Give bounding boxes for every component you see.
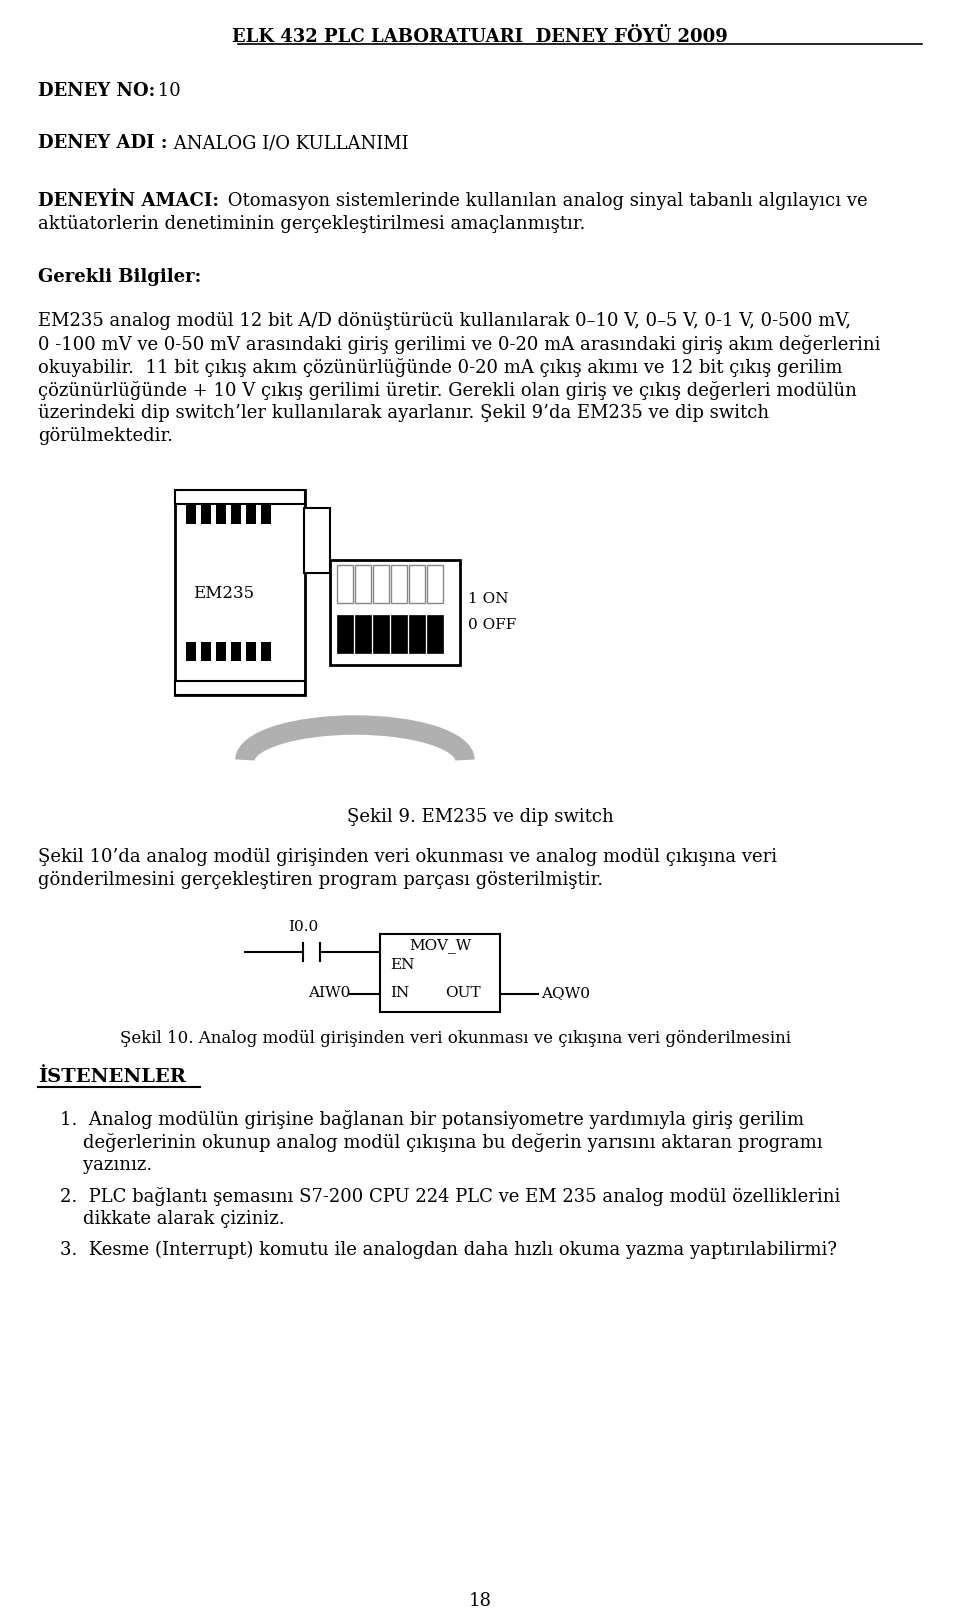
Bar [355,615,371,652]
Text: Şekil 9. EM235 ve dip switch: Şekil 9. EM235 ve dip switch [347,808,613,826]
Text: 1.  Analog modülün girişine bağlanan bir potansiyometre yardımıyla giriş gerilim: 1. Analog modülün girişine bağlanan bir … [60,1111,804,1128]
Bar [427,565,443,602]
Text: değerlerinin okunup analog modül çıkışına bu değerin yarısını aktaran programı: değerlerinin okunup analog modül çıkışın… [60,1133,823,1153]
Text: EM235: EM235 [193,584,254,602]
Bar [373,615,389,652]
Text: Şekil 10. Analog modül girişinden veri okunması ve çıkışına veri gönderilmesini: Şekil 10. Analog modül girişinden veri o… [120,1030,791,1047]
Bar [216,643,226,661]
Text: MOV_W: MOV_W [409,937,471,954]
Bar [337,615,353,652]
Text: 3.  Kesme (Interrupt) komutu ile analogdan daha hızlı okuma yazma yaptırılabilir: 3. Kesme (Interrupt) komutu ile analogda… [60,1242,837,1260]
Bar [355,565,371,602]
Text: DENEY NO:: DENEY NO: [38,83,156,100]
Bar [409,565,425,602]
Text: EN: EN [390,958,415,971]
Bar [216,505,226,525]
Text: DENEY ADI :: DENEY ADI : [38,134,167,152]
Bar [201,505,211,525]
Text: ANALOG I/O KULLANIMI: ANALOG I/O KULLANIMI [168,134,409,152]
Text: 18: 18 [468,1591,492,1609]
Text: çözünürlüğünde + 10 V çıkış gerilimi üretir. Gerekli olan giriş ve çıkış değerle: çözünürlüğünde + 10 V çıkış gerilimi üre… [38,380,857,400]
Text: 2.  PLC bağlantı şemasını S7-200 CPU 224 PLC ve EM 235 analog modül özelliklerin: 2. PLC bağlantı şemasını S7-200 CPU 224 … [60,1187,840,1206]
Text: İSTENENLER: İSTENENLER [38,1069,186,1086]
Text: ELK 432 PLC LABORATUARI  DENEY FÖYÜ 2009: ELK 432 PLC LABORATUARI DENEY FÖYÜ 2009 [232,28,728,45]
Text: AQW0: AQW0 [541,986,590,1001]
Text: Şekil 10’da analog modül girişinden veri okunması ve analog modül çıkışına veri: Şekil 10’da analog modül girişinden veri… [38,848,778,866]
Text: yazınız.: yazınız. [60,1156,153,1174]
Bar [175,491,305,504]
Bar [186,505,196,525]
Bar [231,505,241,525]
Bar [175,682,305,695]
Text: üzerindeki dip switch’ler kullanılarak ayarlanır. Şekil 9’da EM235 ve dip switch: üzerindeki dip switch’ler kullanılarak a… [38,405,769,423]
Bar [409,615,425,652]
Text: 0 OFF: 0 OFF [468,618,516,631]
Bar [201,643,211,661]
Text: I0.0: I0.0 [288,920,319,934]
Text: okuyabilir.  11 bit çıkış akım çözünürlüğünde 0-20 mA çıkış akımı ve 12 bit çıkı: okuyabilir. 11 bit çıkış akım çözünürlüğ… [38,358,843,377]
Text: 0 -100 mV ve 0-50 mV arasındaki giriş gerilimi ve 0-20 mA arasındaki giriş akım : 0 -100 mV ve 0-50 mV arasındaki giriş ge… [38,335,880,355]
Text: DENEYİN AMACI:: DENEYİN AMACI: [38,193,219,210]
Bar [231,643,241,661]
Bar [304,508,330,573]
Bar [261,505,271,525]
Text: OUT: OUT [445,986,481,1001]
Bar [427,615,443,652]
Bar [261,643,271,661]
Text: Otomasyon sistemlerinde kullanılan analog sinyal tabanlı algılayıcı ve: Otomasyon sistemlerinde kullanılan analo… [222,193,868,210]
Text: EM235 analog modül 12 bit A/D dönüştürücü kullanılarak 0–10 V, 0–5 V, 0-1 V, 0-5: EM235 analog modül 12 bit A/D dönüştürüc… [38,312,851,330]
Bar [391,565,407,602]
Bar [330,560,460,665]
Text: aktüatorlerin denetiminin gerçekleştirilmesi amaçlanmıştır.: aktüatorlerin denetiminin gerçekleştiril… [38,215,586,233]
Bar [380,934,500,1012]
Text: Gerekli Bilgiler:: Gerekli Bilgiler: [38,269,202,287]
Bar [246,505,256,525]
Bar [391,615,407,652]
Text: dikkate alarak çiziniz.: dikkate alarak çiziniz. [60,1209,284,1227]
Text: 1 ON: 1 ON [468,593,509,606]
Bar [373,565,389,602]
Text: 10: 10 [152,83,180,100]
Text: görülmektedir.: görülmektedir. [38,427,173,445]
Bar [186,643,196,661]
Text: AIW0: AIW0 [308,986,350,1001]
Text: IN: IN [390,986,409,1001]
Bar [337,565,353,602]
Text: gönderilmesini gerçekleştiren program parçası gösterilmiştir.: gönderilmesini gerçekleştiren program pa… [38,871,603,889]
Bar [175,491,305,695]
Bar [246,643,256,661]
